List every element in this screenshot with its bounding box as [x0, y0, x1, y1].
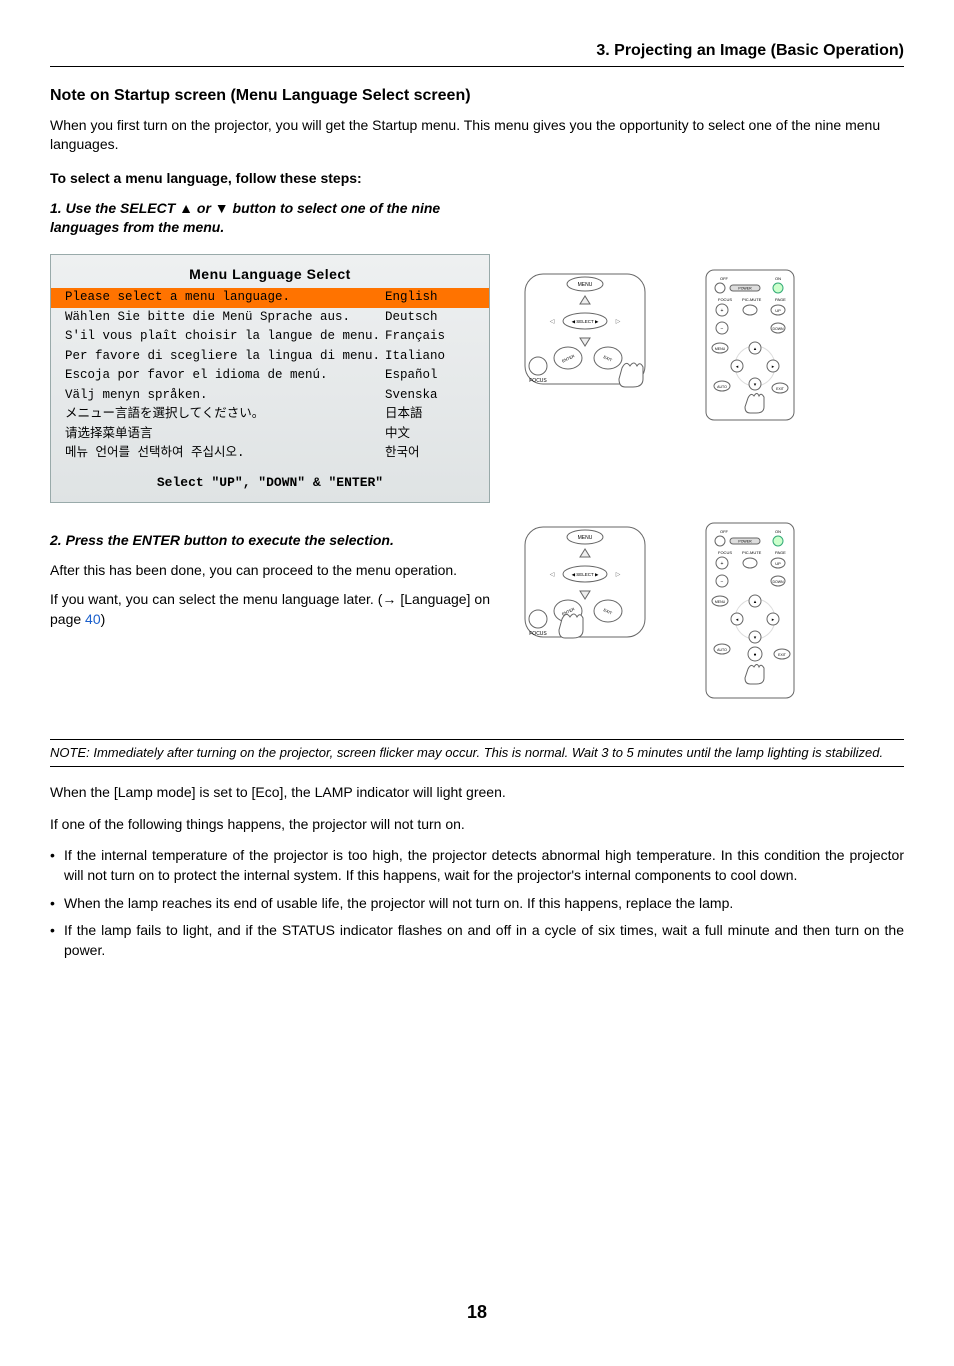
- menu-screenshot: Menu Language Select Please select a men…: [50, 246, 490, 503]
- menu-title: Menu Language Select: [51, 261, 489, 289]
- projector-panel-illustration-1: MENU ◀ SELECT ▶ ◁ ▷ ENTER EXIT FOCUS: [490, 246, 700, 406]
- menu-row-prompt: 请选择菜单语言: [65, 426, 385, 444]
- menu-row-prompt: S'il vous plaît choisir la langue de men…: [65, 328, 385, 346]
- remote-auto-label: AUTO: [717, 385, 727, 389]
- step1-row: Menu Language Select Please select a men…: [50, 246, 904, 503]
- svg-text:◁: ◁: [550, 572, 555, 578]
- menu-row: メニュー言語を選択してください。日本語: [51, 405, 489, 425]
- menu-row: Escoja por favor el idioma de menú.Españ…: [51, 366, 489, 386]
- svg-text:FOCUS: FOCUS: [718, 550, 732, 555]
- remote-exit-label: EXIT: [776, 387, 785, 391]
- bullet-list: If the internal temperature of the proje…: [50, 846, 904, 960]
- svg-text:MENU: MENU: [715, 600, 726, 604]
- section-header: 3. Projecting an Image (Basic Operation): [50, 40, 904, 67]
- svg-text:PAGE: PAGE: [775, 550, 786, 555]
- panel-select-label: ◀ SELECT ▶: [572, 319, 599, 324]
- remote-menu-label: MENU: [715, 347, 726, 351]
- page-number: 18: [50, 1300, 904, 1325]
- svg-text:▷: ▷: [616, 319, 621, 325]
- menu-row-prompt: Per favore di scegliere la lingua di men…: [65, 348, 385, 366]
- menu-row: 메뉴 언어를 선택하여 주십시오.한국어: [51, 444, 489, 464]
- bullet-item: If the internal temperature of the proje…: [50, 846, 904, 885]
- step-2: 2. Press the ENTER button to execute the…: [50, 531, 490, 551]
- menu-row-lang: Italiano: [385, 348, 475, 366]
- svg-text:●: ●: [753, 652, 756, 658]
- svg-text:OFF: OFF: [720, 529, 729, 534]
- menu-row: 请选择菜单语言中文: [51, 425, 489, 445]
- bullet-item: If the lamp fails to light, and if the S…: [50, 921, 904, 960]
- after-step2-2a: If you want, you can select the menu lan…: [50, 591, 490, 627]
- menu-row: S'il vous plaît choisir la langue de men…: [51, 327, 489, 347]
- svg-text:EXIT: EXIT: [778, 653, 787, 657]
- after-step2-2c: ): [101, 611, 106, 627]
- panel-menu-label: MENU: [578, 282, 593, 288]
- projector-panel-illustration-2: MENU ◀ SELECT ▶ ◁ ▷ ENTER EXIT FOCUS: [490, 519, 700, 659]
- remote-on-label: ON: [775, 276, 781, 281]
- menu-row-lang: 日本語: [385, 406, 475, 424]
- menu-row-lang: 한국어: [385, 445, 475, 463]
- svg-text:AUTO: AUTO: [717, 648, 727, 652]
- svg-text:−: −: [721, 326, 724, 332]
- svg-text:−: −: [721, 579, 724, 585]
- remote-off-label: OFF: [720, 276, 729, 281]
- menu-footer: Select "UP", "DOWN" & "ENTER": [51, 464, 489, 492]
- svg-text:POWER: POWER: [738, 540, 752, 544]
- svg-text:+: +: [721, 561, 724, 567]
- bullet-item: When the lamp reaches its end of usable …: [50, 894, 904, 914]
- svg-text:DOWN: DOWN: [772, 580, 784, 584]
- remote-illustration-2: OFF ON POWER FOCUS PIC-MUTE PAGE + UP − …: [700, 519, 820, 709]
- menu-row-prompt: メニュー言語を選択してください。: [65, 406, 385, 424]
- svg-text:MENU: MENU: [578, 535, 593, 541]
- remote-illustration-1: OFF ON POWER FOCUS PIC-MUTE PAGE + UP − …: [700, 246, 820, 436]
- menu-row: Please select a menu language.English: [51, 288, 489, 308]
- menu-row-prompt: Välj menyn språken.: [65, 387, 385, 405]
- menu-row-lang: Français: [385, 328, 475, 346]
- svg-text:UP: UP: [775, 561, 781, 566]
- steps-header: To select a menu language, follow these …: [50, 169, 904, 189]
- svg-text:+: +: [721, 308, 724, 314]
- page-link-40[interactable]: 40: [85, 611, 101, 627]
- remote-picmute-label: PIC-MUTE: [742, 297, 762, 302]
- remote-page-label: PAGE: [775, 297, 786, 302]
- svg-text:FOCUS: FOCUS: [529, 631, 547, 637]
- menu-box: Menu Language Select Please select a men…: [50, 254, 490, 503]
- lamp-mode-text: When the [Lamp mode] is set to [Eco], th…: [50, 783, 904, 803]
- menu-row-lang: Deutsch: [385, 309, 475, 327]
- svg-text:ON: ON: [775, 529, 781, 534]
- svg-text:◁: ◁: [550, 319, 555, 325]
- after-step2-1: After this has been done, you can procee…: [50, 561, 490, 581]
- menu-row-prompt: Wählen Sie bitte die Menü Sprache aus.: [65, 309, 385, 327]
- svg-text:PIC-MUTE: PIC-MUTE: [742, 550, 762, 555]
- step2-row: 2. Press the ENTER button to execute the…: [50, 519, 904, 709]
- menu-row-prompt: Escoja por favor el idioma de menú.: [65, 367, 385, 385]
- step-1: 1. Use the SELECT ▲ or ▼ button to selec…: [50, 199, 490, 238]
- menu-row-prompt: 메뉴 언어를 선택하여 주십시오.: [65, 445, 385, 463]
- svg-text:◀ SELECT ▶: ◀ SELECT ▶: [572, 572, 599, 577]
- menu-row-lang: Español: [385, 367, 475, 385]
- after-step2-2: If you want, you can select the menu lan…: [50, 590, 490, 629]
- remote-focus-label: FOCUS: [718, 297, 732, 302]
- menu-row: Välj menyn språken.Svenska: [51, 386, 489, 406]
- menu-row-prompt: Please select a menu language.: [65, 289, 385, 307]
- note-heading: Note on Startup screen (Menu Language Se…: [50, 85, 904, 107]
- svg-text:▷: ▷: [616, 572, 621, 578]
- menu-row-lang: English: [385, 289, 475, 307]
- menu-row: Wählen Sie bitte die Menü Sprache aus.De…: [51, 308, 489, 328]
- menu-row-lang: 中文: [385, 426, 475, 444]
- menu-row: Per favore di scegliere la lingua di men…: [51, 347, 489, 367]
- remote-down-label: DOWN: [772, 327, 784, 331]
- remote-power-label: POWER: [738, 286, 752, 290]
- menu-row-lang: Svenska: [385, 387, 475, 405]
- remote-up-label: UP: [775, 308, 781, 313]
- note-box: NOTE: Immediately after turning on the p…: [50, 739, 904, 767]
- not-turn-on-intro: If one of the following things happens, …: [50, 815, 904, 835]
- intro-text: When you first turn on the projector, yo…: [50, 116, 904, 155]
- panel-focus-label: FOCUS: [529, 378, 547, 384]
